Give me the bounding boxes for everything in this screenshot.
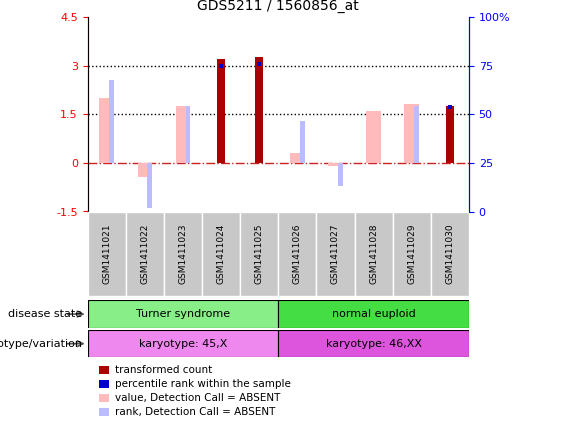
Bar: [147, 163, 152, 208]
Bar: [278, 330, 469, 357]
Bar: [219, 63, 223, 68]
Text: GSM1411027: GSM1411027: [331, 223, 340, 284]
Text: Turner syndrome: Turner syndrome: [136, 309, 230, 319]
Text: GSM1411021: GSM1411021: [102, 223, 111, 284]
Bar: [355, 212, 393, 296]
Bar: [257, 62, 262, 66]
Bar: [405, 104, 419, 163]
Title: GDS5211 / 1560856_at: GDS5211 / 1560856_at: [197, 0, 359, 13]
Bar: [88, 212, 126, 296]
Text: GSM1411029: GSM1411029: [407, 223, 416, 284]
Bar: [300, 121, 305, 163]
Bar: [176, 106, 190, 163]
Bar: [279, 212, 316, 296]
Text: GSM1411023: GSM1411023: [179, 223, 188, 284]
Bar: [137, 163, 152, 178]
Bar: [338, 163, 343, 186]
Bar: [316, 212, 355, 296]
Bar: [125, 212, 164, 296]
Bar: [431, 212, 469, 296]
Text: GSM1411024: GSM1411024: [216, 224, 225, 284]
Text: karyotype: 46,XX: karyotype: 46,XX: [325, 339, 421, 349]
Bar: [88, 330, 278, 357]
Bar: [255, 58, 263, 163]
Text: value, Detection Call = ABSENT: value, Detection Call = ABSENT: [115, 393, 280, 403]
Text: normal euploid: normal euploid: [332, 309, 415, 319]
Bar: [290, 153, 305, 163]
Bar: [414, 106, 419, 163]
Bar: [240, 212, 279, 296]
Bar: [447, 105, 452, 109]
Bar: [393, 212, 431, 296]
Bar: [164, 212, 202, 296]
Text: GSM1411022: GSM1411022: [140, 224, 149, 284]
Bar: [88, 300, 278, 328]
Text: rank, Detection Call = ABSENT: rank, Detection Call = ABSENT: [115, 407, 275, 417]
Text: genotype/variation: genotype/variation: [0, 339, 82, 349]
Bar: [202, 212, 240, 296]
Text: GSM1411025: GSM1411025: [255, 223, 264, 284]
Bar: [217, 59, 225, 163]
Text: GSM1411028: GSM1411028: [369, 223, 378, 284]
Bar: [185, 106, 190, 163]
Bar: [366, 111, 381, 163]
Text: transformed count: transformed count: [115, 365, 212, 375]
Bar: [109, 80, 114, 163]
Text: GSM1411030: GSM1411030: [445, 223, 454, 284]
Bar: [446, 106, 454, 163]
Bar: [278, 300, 469, 328]
Text: percentile rank within the sample: percentile rank within the sample: [115, 379, 290, 389]
Text: GSM1411026: GSM1411026: [293, 223, 302, 284]
Bar: [328, 163, 343, 166]
Text: karyotype: 45,X: karyotype: 45,X: [139, 339, 227, 349]
Text: disease state: disease state: [8, 309, 82, 319]
Bar: [99, 98, 114, 163]
